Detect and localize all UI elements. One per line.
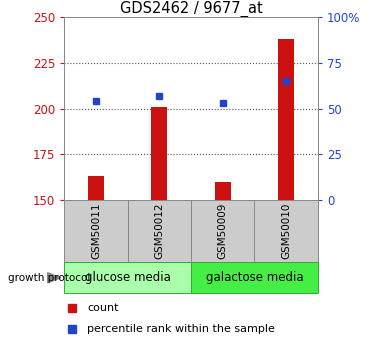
Text: count: count <box>87 303 119 313</box>
Text: GSM50011: GSM50011 <box>91 203 101 259</box>
Text: GSM50009: GSM50009 <box>218 203 228 259</box>
Title: GDS2462 / 9677_at: GDS2462 / 9677_at <box>120 1 262 17</box>
Bar <box>64 200 128 262</box>
Bar <box>64 262 191 293</box>
Bar <box>278 39 294 200</box>
Bar <box>128 200 191 262</box>
Bar <box>191 200 255 262</box>
Text: glucose media: glucose media <box>85 271 171 284</box>
Text: GSM50012: GSM50012 <box>154 203 165 259</box>
Bar <box>88 176 104 200</box>
Bar <box>215 182 231 200</box>
Text: growth protocol: growth protocol <box>8 273 90 283</box>
Bar <box>151 107 167 200</box>
Text: percentile rank within the sample: percentile rank within the sample <box>87 324 275 334</box>
Polygon shape <box>48 273 61 283</box>
Bar <box>191 262 318 293</box>
Bar <box>255 200 318 262</box>
Text: GSM50010: GSM50010 <box>281 203 291 259</box>
Text: galactose media: galactose media <box>206 271 303 284</box>
